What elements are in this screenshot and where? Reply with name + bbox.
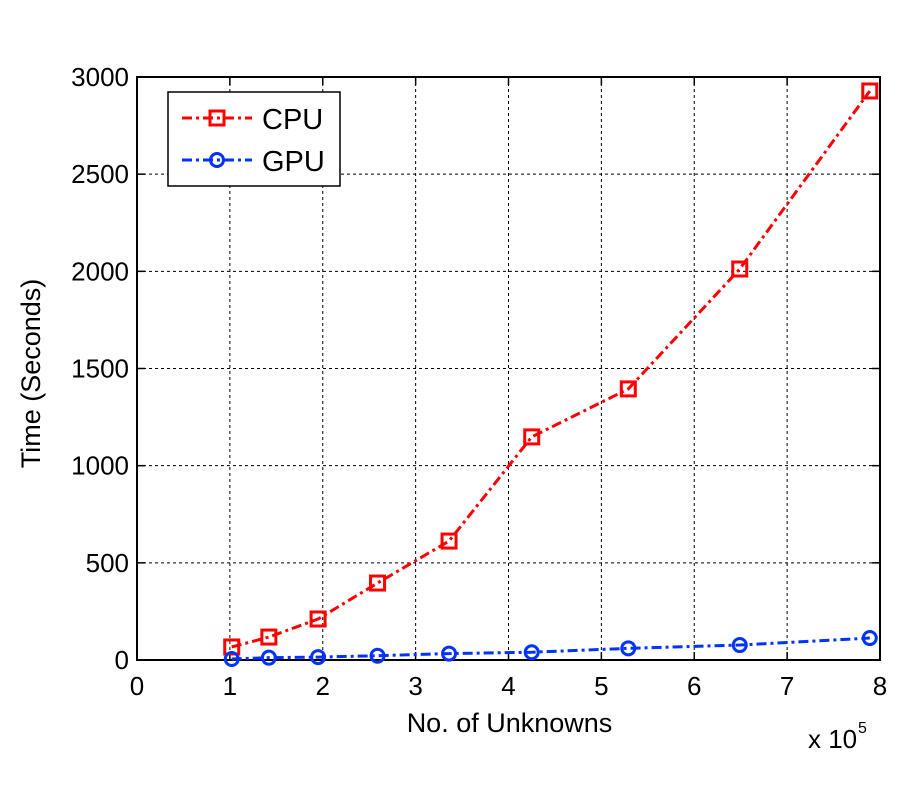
data-point-gpu: [260, 649, 277, 666]
data-point-cpu: [208, 109, 226, 127]
x-tick-label: 8: [873, 671, 887, 701]
legend: [167, 91, 341, 187]
legend-label-gpu: GPU: [262, 146, 325, 178]
data-point-cpu: [440, 532, 458, 550]
data-point-cpu: [309, 610, 327, 628]
y-tick-label: 2000: [71, 256, 129, 286]
x-tick-label: 4: [501, 671, 515, 701]
x-tick-label: 3: [408, 671, 422, 701]
x-tick-label: 1: [223, 671, 237, 701]
y-tick-label: 1500: [71, 354, 129, 384]
series-line-cpu: [231, 90, 871, 649]
data-point-cpu: [861, 82, 879, 100]
data-point-gpu: [223, 651, 240, 668]
data-point-gpu: [441, 645, 458, 662]
x-multiplier-exponent: 5: [858, 720, 867, 737]
data-point-cpu: [619, 380, 637, 398]
data-point-gpu: [731, 637, 748, 654]
x-tick-label: 0: [130, 671, 144, 701]
data-point-gpu: [369, 647, 386, 664]
data-point-cpu: [523, 428, 541, 446]
y-tick-label: 0: [115, 645, 129, 675]
x-axis-label: No. of Unknowns: [407, 708, 613, 738]
y-tick-label: 2500: [71, 159, 129, 189]
y-axis-label: Time (Seconds): [16, 279, 46, 469]
x-tick-label: 5: [594, 671, 608, 701]
data-point-cpu: [369, 574, 387, 592]
x-multiplier-label: x 10: [808, 724, 857, 754]
data-point-cpu: [260, 628, 278, 646]
data-point-gpu: [523, 644, 540, 661]
y-tick-label: 3000: [71, 62, 129, 92]
legend-label-cpu: CPU: [262, 104, 323, 136]
data-point-cpu: [731, 260, 749, 278]
x-tick-label: 2: [316, 671, 330, 701]
data-point-gpu: [209, 152, 225, 168]
data-point-gpu: [310, 649, 327, 666]
y-tick-label: 500: [86, 548, 129, 578]
x-tick-label: 7: [780, 671, 794, 701]
y-tick-label: 1000: [71, 451, 129, 481]
data-point-gpu: [861, 630, 878, 647]
plot-frame: [136, 76, 881, 661]
series-line-gpu: [231, 636, 870, 661]
x-tick-label: 6: [687, 671, 701, 701]
data-point-gpu: [620, 640, 637, 657]
